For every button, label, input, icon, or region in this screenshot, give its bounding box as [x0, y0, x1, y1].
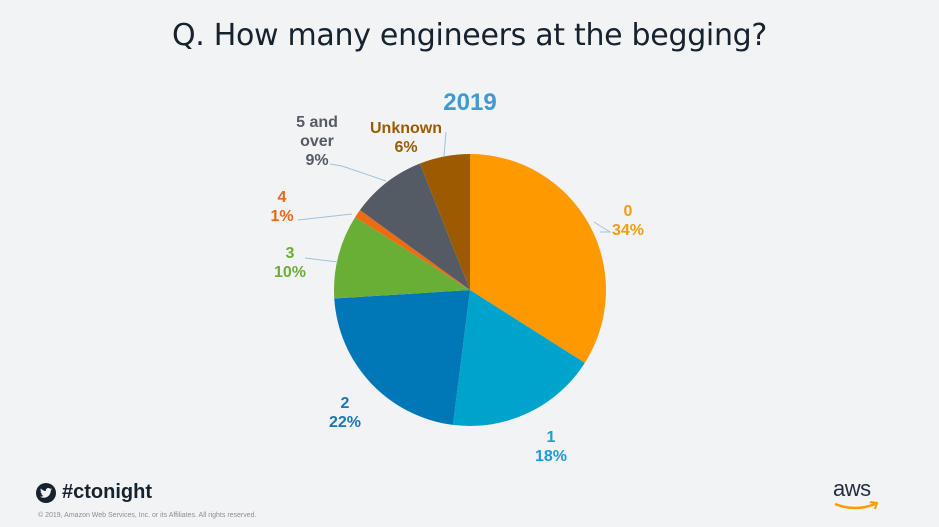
leader-line: [304, 257, 339, 263]
data-label-category: 2: [341, 395, 350, 412]
data-label-percent: 9%: [305, 152, 328, 169]
pie-slice-5-and-over: [359, 163, 470, 290]
data-label-percent: 10%: [274, 264, 306, 281]
twitter-bird-icon: [36, 482, 56, 503]
leader-line: [329, 163, 387, 182]
aws-smile-arrow-icon: [834, 501, 879, 510]
leader-lines: [297, 131, 612, 263]
slide-title: Q. How many engineers at the begging?: [171, 18, 768, 53]
data-label-percent: 1%: [270, 208, 293, 225]
pie-slice-3: [334, 217, 470, 299]
data-label-category: over: [300, 133, 334, 150]
data-label-category: 4: [278, 189, 287, 206]
copyright-notice: © 2019, Amazon Web Services, Inc. or its…: [38, 512, 257, 519]
pie-slice-2: [334, 290, 470, 425]
pie-slice-unknown: [419, 154, 470, 290]
hashtag-footer: #ctonight: [36, 481, 152, 504]
chart-title: 2019: [443, 89, 496, 116]
pie-slice-0: [470, 154, 606, 363]
data-label-category: 0: [624, 203, 633, 220]
pie-slice-4: [355, 210, 470, 290]
data-label-category: 1: [547, 429, 556, 446]
aws-logo: aws: [833, 478, 883, 514]
data-label-category: 5 and: [296, 114, 338, 131]
pie-slices: [334, 154, 606, 426]
leader-line: [443, 131, 447, 157]
pie-slice-1: [452, 290, 585, 426]
aws-logo-text: aws: [833, 476, 871, 501]
data-label-percent: 34%: [612, 222, 644, 239]
leader-line: [297, 213, 353, 221]
data-label-percent: 18%: [535, 448, 567, 465]
hashtag-text: #ctonight: [62, 481, 152, 503]
data-label-category: 3: [286, 245, 295, 262]
leader-line: [593, 221, 612, 233]
data-label-percent: 22%: [329, 414, 361, 431]
data-labels: 0 34% 1 18% 2 22% 3 10% 4 1% 5 and over 9% Unknown 6%: [270, 114, 644, 465]
data-label-category: Unknown: [370, 120, 442, 137]
data-label-percent: 6%: [394, 139, 417, 156]
